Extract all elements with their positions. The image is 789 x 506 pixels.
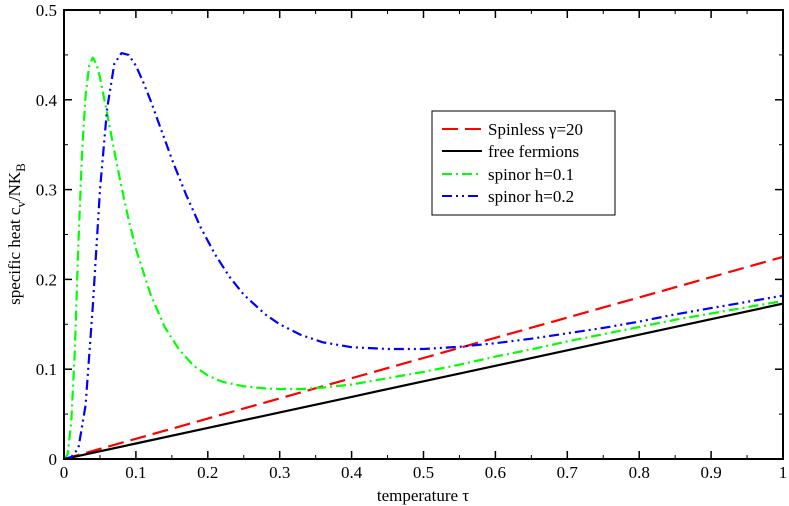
legend-label-spinor-h01: spinor h=0.1	[488, 165, 574, 184]
y-tick-label: 0.1	[36, 360, 57, 379]
series-spinor-h01	[64, 56, 783, 459]
x-tick-label: 0.5	[413, 463, 434, 482]
x-tick-label: 0.3	[269, 463, 290, 482]
x-tick-label: 0.4	[341, 463, 363, 482]
y-tick-label: 0.5	[36, 1, 57, 20]
y-tick-label: 0	[49, 450, 58, 469]
x-tick-label: 0	[60, 463, 69, 482]
plot-frame	[63, 9, 784, 460]
legend: Spinless γ=20 free fermions spinor h=0.1…	[431, 110, 616, 216]
y-tick-label: 0.4	[36, 91, 58, 110]
series-spinless	[64, 255, 783, 459]
axis-ticks: 0 0.1 0.2 0.3 0.4 0.5 0.6 0.7 0.8 0.9 1 0 0.1 0.2 0.3 0…	[36, 1, 788, 482]
series-free-fermions	[64, 302, 783, 459]
legend-box	[431, 110, 616, 216]
x-tick-label: 0.7	[557, 463, 579, 482]
x-axis-label: temperature τ	[377, 486, 469, 505]
x-tick-label: 0.1	[125, 463, 146, 482]
y-tick-label: 0.3	[36, 181, 57, 200]
y-axis-label: specific heat cv/NKB	[5, 163, 28, 305]
legend-label-free-fermions: free fermions	[488, 142, 579, 161]
series-layer	[64, 51, 783, 459]
series-spinor-h02	[64, 51, 783, 459]
x-tick-label: 0.2	[197, 463, 218, 482]
legend-label-spinor-h02: spinor h=0.2	[488, 187, 574, 206]
y-tick-label: 0.2	[36, 270, 57, 289]
x-tick-label: 0.9	[700, 463, 721, 482]
legend-label-spinless: Spinless γ=20	[488, 120, 583, 139]
x-tick-label: 0.8	[629, 463, 650, 482]
x-tick-label: 0.6	[485, 463, 506, 482]
x-tick-label: 1	[779, 463, 788, 482]
